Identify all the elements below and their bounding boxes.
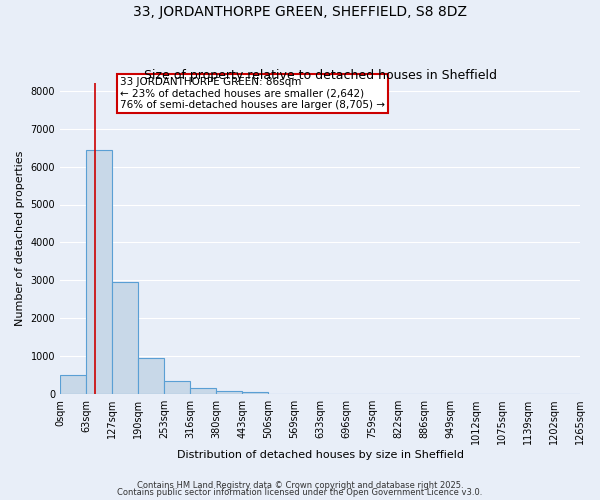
Bar [216,390,242,394]
Y-axis label: Number of detached properties: Number of detached properties [15,151,25,326]
Bar [60,375,86,394]
X-axis label: Distribution of detached houses by size in Sheffield: Distribution of detached houses by size … [176,450,464,460]
Text: 33, JORDANTHORPE GREEN, SHEFFIELD, S8 8DZ: 33, JORDANTHORPE GREEN, SHEFFIELD, S8 8D… [133,5,467,19]
Text: Contains public sector information licensed under the Open Government Licence v3: Contains public sector information licen… [118,488,482,497]
Bar [164,381,190,394]
Text: Contains HM Land Registry data © Crown copyright and database right 2025.: Contains HM Land Registry data © Crown c… [137,480,463,490]
Bar [86,150,112,394]
Title: Size of property relative to detached houses in Sheffield: Size of property relative to detached ho… [143,69,497,82]
Bar [138,358,164,394]
Text: 33 JORDANTHORPE GREEN: 86sqm
← 23% of detached houses are smaller (2,642)
76% of: 33 JORDANTHORPE GREEN: 86sqm ← 23% of de… [120,77,385,110]
Bar [242,392,268,394]
Bar [112,282,138,394]
Bar [190,388,216,394]
